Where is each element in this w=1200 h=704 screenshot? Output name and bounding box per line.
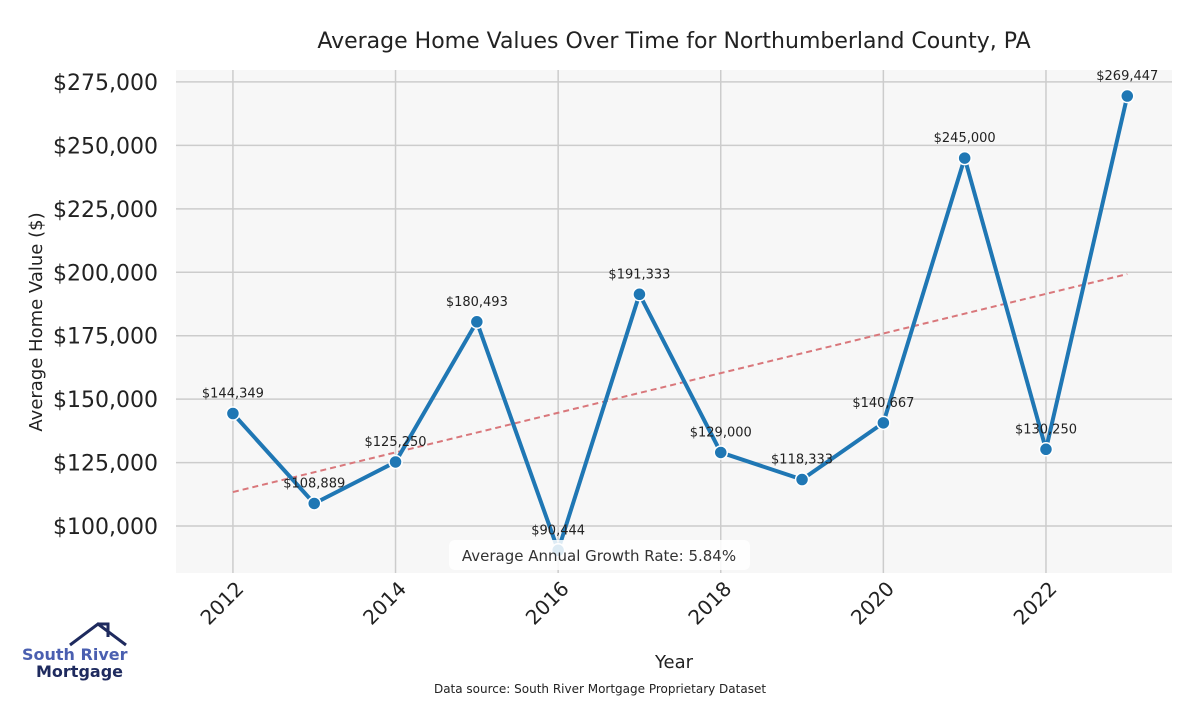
data-point: [388, 454, 403, 470]
x-tick-label: 2020: [846, 577, 899, 630]
x-tick-label: 2018: [683, 577, 736, 630]
y-tick-label: $100,000: [53, 515, 158, 540]
y-axis-label: Average Home Value ($): [26, 212, 47, 431]
data-label: $245,000: [934, 131, 996, 146]
x-tick-label: 2016: [521, 577, 574, 630]
y-tick-label: $250,000: [53, 134, 158, 159]
data-point: [225, 406, 241, 421]
y-tick-label: $275,000: [53, 71, 158, 96]
data-label: $130,250: [1015, 422, 1077, 437]
data-label: $144,349: [202, 386, 264, 401]
data-point: [876, 415, 891, 431]
growth-rate-text: Average Annual Growth Rate: 5.84%: [462, 547, 736, 565]
y-tick-label: $200,000: [53, 261, 158, 286]
x-tick-label: 2012: [195, 577, 248, 630]
logo: South River Mortgage: [22, 622, 128, 681]
x-tick-label: 2022: [1009, 577, 1062, 630]
data-source: Data source: South River Mortgage Propri…: [434, 682, 766, 696]
data-label: $108,889: [283, 476, 345, 491]
data-point: [1120, 88, 1135, 104]
data-point: [794, 472, 810, 487]
data-label: $118,333: [771, 453, 833, 468]
growth-rate-annotation: Average Annual Growth Rate: 5.84%: [449, 540, 750, 570]
data-label: $180,493: [446, 295, 508, 310]
data-point: [632, 287, 647, 302]
data-label: $129,000: [690, 425, 752, 440]
series-line: [231, 95, 1130, 553]
y-tick-label: $150,000: [53, 388, 158, 413]
data-point: [713, 445, 729, 460]
y-tick-label: $175,000: [53, 325, 158, 350]
x-tick-label: 2014: [358, 577, 411, 630]
data-label: $125,250: [365, 435, 427, 450]
data-label: $191,333: [608, 267, 670, 282]
data-point: [306, 496, 322, 511]
data-point: [1038, 442, 1054, 457]
data-label: $90,444: [531, 523, 585, 538]
trend-line: [232, 273, 1128, 494]
logo-text-line1: South River: [22, 645, 128, 664]
chart-title: Average Home Values Over Time for Northu…: [317, 29, 1030, 54]
data-label: $140,667: [852, 396, 914, 411]
data-point: [469, 314, 485, 330]
data-label: $269,447: [1096, 69, 1158, 84]
x-axis-label: Year: [654, 652, 694, 673]
y-tick-label: $225,000: [53, 198, 158, 223]
logo-text-line2: Mortgage: [36, 662, 123, 681]
data-point: [957, 150, 972, 166]
y-tick-label: $125,000: [53, 452, 158, 477]
